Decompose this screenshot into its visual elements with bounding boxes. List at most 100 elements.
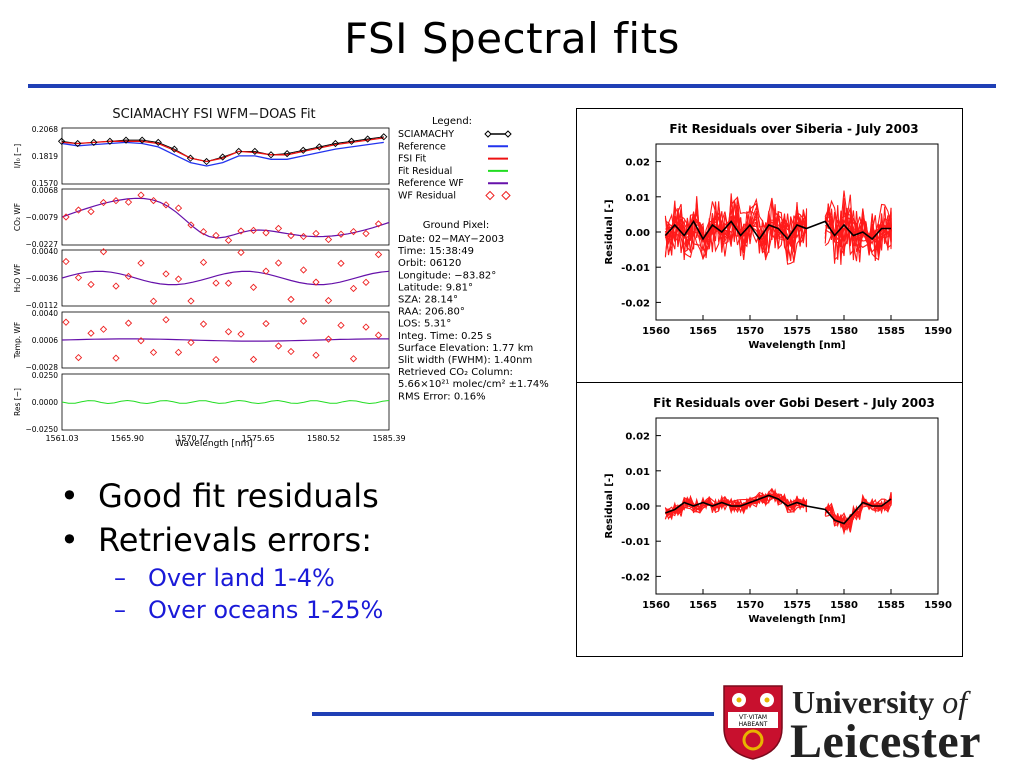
- bullet-text: Good fit residuals: [98, 477, 379, 515]
- panel-frame: [61, 249, 390, 307]
- wfm-doas-fit-figure: SCIAMACHY FSI WFM−DOAS Fit 0.20680.18190…: [13, 107, 549, 449]
- wf-residual-point: [174, 204, 183, 212]
- x-tick-label: 1565: [689, 326, 717, 337]
- wf-residual-point: [237, 330, 245, 338]
- wf-residual-point: [99, 325, 108, 333]
- wf-residual-point: [199, 228, 208, 236]
- y-axis-label: Residual [-]: [604, 199, 615, 264]
- data-point: [331, 139, 340, 148]
- sub-bullet-text: Over oceans 1-25%: [148, 596, 384, 624]
- legend-label: Fit Residual: [398, 166, 452, 177]
- wf-residual-point: [224, 236, 233, 244]
- series-line-reference: [61, 141, 384, 167]
- wf-residual-point: [237, 248, 245, 257]
- y-tick-label: 0.0006: [32, 336, 58, 345]
- ground-pixel-line: Retrieved CO₂ Column:: [398, 367, 513, 378]
- y-tick-label: -0.01: [621, 263, 650, 274]
- y-tick-label: 0.01: [625, 467, 650, 478]
- logo-leicester: Leicester: [790, 715, 982, 768]
- x-tick-label: 1580: [830, 326, 858, 337]
- x-tick-label: 1575: [783, 326, 811, 337]
- y-tick-label: 0.01: [625, 193, 650, 204]
- crest-icon: VT·VITAM HABEANT: [723, 685, 783, 760]
- wf-residual-point: [324, 335, 333, 343]
- data-point: [299, 146, 307, 154]
- bullet-item: • Good fit residuals: [60, 474, 383, 518]
- y-tick-label: 0.0000: [32, 398, 58, 407]
- gobi-residual-chart: Fit Residuals over Gobi Desert - July 20…: [576, 382, 963, 657]
- wf-residual-point: [124, 198, 133, 206]
- data-point: [364, 135, 372, 143]
- wf-residual-point: [124, 319, 133, 327]
- legend-label: WF Residual: [398, 191, 456, 202]
- title-underline: [28, 84, 996, 88]
- data-point: [219, 153, 227, 161]
- wf-residual-point: [62, 257, 70, 266]
- logo-university-word: University: [792, 684, 935, 720]
- x-tick-label: 1575.65: [242, 434, 275, 443]
- x-axis-label: Wavelength [nm]: [748, 614, 845, 625]
- y-tick-label: 0.2068: [32, 125, 58, 134]
- legend-label: Reference WF: [398, 178, 464, 189]
- wf-residual-point: [112, 282, 120, 290]
- wf-residual-point: [312, 278, 320, 286]
- footer-rule: [312, 712, 714, 716]
- panel-border: [576, 382, 963, 657]
- ground-pixel-line: Slit width (FWHM): 1.40nm: [398, 355, 532, 366]
- residual-ensemble-line: [824, 190, 892, 261]
- data-point: [251, 147, 259, 156]
- x-tick-label: 1565: [689, 600, 717, 611]
- wf-residual-point: [137, 191, 145, 199]
- bullet-list: • Good fit residuals • Retrievals errors…: [60, 474, 383, 626]
- wfm-x-label: Wavelength [nm]: [175, 439, 253, 449]
- wf-residual-point: [162, 201, 170, 209]
- x-tick-label: 1580: [830, 600, 858, 611]
- wf-residual-point: [362, 323, 370, 331]
- y-tick-label: −0.0036: [25, 274, 58, 283]
- residual-mean-line: [664, 219, 891, 241]
- wf-residual-point: [299, 266, 308, 274]
- logo-university: University of: [792, 684, 967, 721]
- wf-residual-point: [237, 227, 245, 235]
- legend-label: Reference: [398, 141, 446, 152]
- wf-residual-point: [112, 354, 120, 362]
- data-point: [235, 147, 243, 156]
- wf-residual-point: [312, 351, 320, 359]
- wf-residual-point: [337, 259, 345, 268]
- legend-label: SCIAMACHY: [398, 129, 454, 140]
- reference-wf-line: [61, 197, 390, 239]
- ground-pixel-line: Latitude: 9.81°: [398, 282, 473, 293]
- residual-ensemble-line: [825, 499, 892, 522]
- wf-residual-point: [62, 318, 70, 326]
- y-tick-label: −0.0227: [25, 240, 58, 249]
- wf-residual-point: [324, 296, 333, 305]
- data-point: [347, 137, 356, 145]
- wf-residual-point: [312, 229, 320, 238]
- bullet-dot: •: [60, 521, 79, 559]
- wf-residual-point: [87, 207, 95, 216]
- wf-residual-point: [212, 279, 220, 287]
- x-tick-label: 1561.03: [45, 434, 78, 443]
- wf-residual-point: [99, 198, 108, 207]
- wf-residual-point: [349, 227, 358, 236]
- wf-residual-point: [249, 226, 258, 235]
- wf-residual-point: [249, 355, 258, 364]
- x-tick-label: 1575: [783, 600, 811, 611]
- wf-residual-point: [99, 248, 108, 256]
- wf-residual-point: [299, 317, 308, 325]
- wf-residual-point: [87, 280, 95, 289]
- x-tick-label: 1590: [924, 326, 952, 337]
- y-tick-label: -0.01: [621, 537, 650, 548]
- y-axis-label: Residual [-]: [604, 473, 615, 538]
- y-tick-label: -0.02: [621, 298, 650, 309]
- x-tick-label: 1585: [877, 600, 905, 611]
- series-line-fsi-fit: [61, 137, 384, 163]
- ground-pixel-line: LOS: 5.31°: [398, 319, 451, 330]
- wf-residual-point: [137, 259, 145, 267]
- wfm-x-ticks: 1561.03 1565.90 1570.77 1575.65 1580.52 1585.…: [45, 434, 405, 443]
- x-tick-label: 1570: [736, 326, 764, 337]
- chart-title: Fit Residuals over Siberia - July 2003: [669, 122, 918, 136]
- y-tick-label: 0.0040: [32, 309, 58, 318]
